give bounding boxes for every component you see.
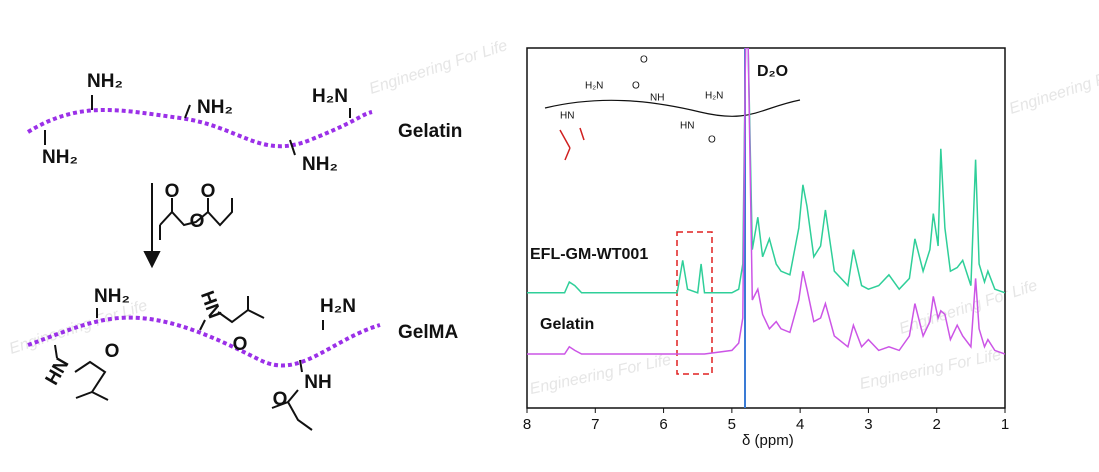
chem-label: O bbox=[273, 389, 288, 410]
gelma-label: GelMA bbox=[398, 322, 458, 343]
watermark: Engineering For Life bbox=[528, 351, 673, 398]
chem-label: H₂N bbox=[312, 86, 348, 107]
chem-label: HN bbox=[42, 355, 74, 389]
x-tick-label: 8 bbox=[523, 416, 531, 433]
chem-label: O bbox=[201, 181, 216, 202]
chem-label: HN bbox=[196, 288, 225, 321]
bonds bbox=[44, 95, 351, 431]
watermarks: Engineering For Life Engineering For Life… bbox=[7, 37, 1099, 398]
gelatin-label: Gelatin bbox=[398, 121, 462, 142]
x-tick-label: 3 bbox=[864, 416, 872, 433]
x-tick-label: 6 bbox=[659, 416, 667, 433]
inset-vinyl bbox=[559, 127, 585, 161]
gelma-chain bbox=[27, 315, 381, 368]
chem-label: O bbox=[233, 334, 248, 355]
spectrum bbox=[527, 48, 1005, 355]
inset-label: H₂N bbox=[705, 91, 723, 102]
chem-label: NH₂ bbox=[42, 147, 78, 168]
watermark: Engineering For Life bbox=[858, 346, 1003, 393]
x-tick-label: 1 bbox=[1001, 416, 1009, 433]
chem-label: NH₂ bbox=[302, 154, 338, 175]
chem-label: NH₂ bbox=[87, 71, 123, 92]
inset-label: NH bbox=[650, 93, 664, 104]
chem-label: O bbox=[190, 211, 205, 232]
inset-label: O bbox=[708, 135, 716, 146]
chem-label: O bbox=[165, 181, 180, 202]
chem-label: O bbox=[105, 341, 120, 362]
inset-label: O bbox=[640, 55, 648, 66]
watermark: Engineering For Life bbox=[1007, 57, 1099, 118]
plot-area bbox=[527, 48, 1005, 355]
gelatin-chain bbox=[26, 107, 373, 149]
spectrum bbox=[527, 48, 1005, 294]
x-tick-label: 2 bbox=[933, 416, 941, 433]
watermark: Engineering For Life bbox=[897, 277, 1039, 338]
x-tick-label: 5 bbox=[728, 416, 736, 433]
inset-label: HN bbox=[560, 111, 574, 122]
series-label: EFL-GM-WT001 bbox=[530, 246, 648, 263]
series-label: Gelatin bbox=[540, 316, 594, 333]
scheme bbox=[26, 95, 381, 431]
chem-label: NH₂ bbox=[94, 286, 130, 307]
x-tick-label: 7 bbox=[591, 416, 599, 433]
plot-frame bbox=[526, 47, 1006, 409]
chem-label: NH₂ bbox=[197, 97, 233, 118]
chem-label: NH bbox=[304, 372, 331, 393]
chem-label: H₂N bbox=[320, 296, 356, 317]
inset-label: O bbox=[632, 81, 640, 92]
inset-label: H₂N bbox=[585, 81, 603, 92]
inset-chain bbox=[544, 99, 801, 117]
x-tick-label: 4 bbox=[796, 416, 804, 433]
annotation: D₂O bbox=[757, 63, 788, 80]
x-axis-label: δ (ppm) bbox=[742, 432, 794, 449]
highlight-box bbox=[676, 231, 713, 375]
watermark: Engineering For Life bbox=[367, 37, 509, 98]
inset-label: HN bbox=[680, 121, 694, 132]
